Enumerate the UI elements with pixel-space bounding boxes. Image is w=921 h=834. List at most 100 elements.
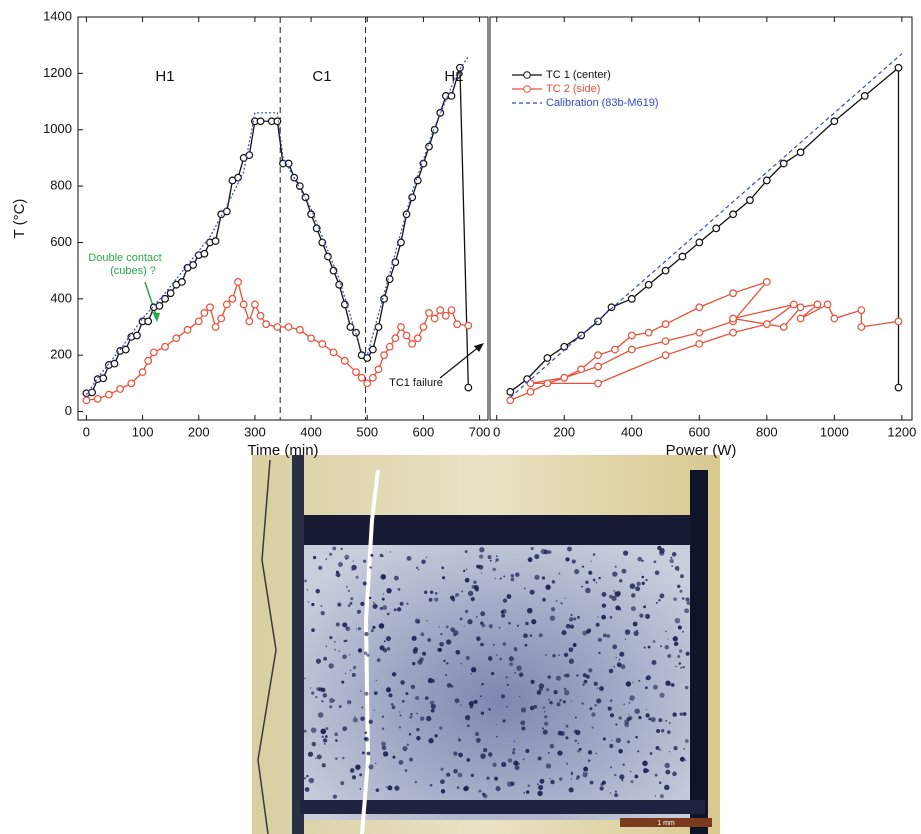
y-tick-label: 1400 xyxy=(43,8,72,23)
speckle-dot xyxy=(406,743,409,747)
speckle-dot xyxy=(669,558,674,564)
speckle-dot xyxy=(636,629,639,632)
speckle-dot xyxy=(366,653,370,657)
speckle-dot xyxy=(568,658,575,664)
speckle-dot xyxy=(393,608,397,612)
speckle-dot xyxy=(440,767,444,771)
speckle-dot xyxy=(311,628,315,633)
speckle-dot xyxy=(684,739,689,743)
speckle-dot xyxy=(464,577,470,583)
speckle-dot xyxy=(558,572,561,575)
speckle-dot xyxy=(392,755,396,759)
speckle-dot xyxy=(674,565,680,571)
speckle-dot xyxy=(410,713,413,716)
speckle-dot xyxy=(434,591,438,595)
data-point xyxy=(413,334,422,343)
speckle-dot xyxy=(417,659,423,665)
speckle-dot xyxy=(643,605,647,609)
speckle-dot xyxy=(595,622,600,627)
data-point xyxy=(453,320,462,329)
speckle-dot xyxy=(345,626,351,632)
speckle-dot xyxy=(406,602,409,605)
data-point xyxy=(695,238,704,247)
speckle-dot xyxy=(466,758,471,762)
y-axis-label: T (°C) xyxy=(11,199,28,239)
data-point xyxy=(88,388,96,397)
data-point xyxy=(813,300,822,309)
speckle-dot xyxy=(521,707,527,713)
speckle-dot xyxy=(369,566,372,569)
speckle-dot xyxy=(537,790,543,797)
data-point xyxy=(211,323,220,331)
speckle-dot xyxy=(539,778,545,784)
speckle-dot xyxy=(565,623,571,629)
scale-bar-label: 1 mm xyxy=(657,820,675,827)
speckle-dot xyxy=(513,760,519,766)
speckle-dot xyxy=(607,706,612,711)
data-point xyxy=(661,266,670,275)
speckle-dot xyxy=(311,602,315,607)
speckle-dot xyxy=(531,619,537,625)
speckle-dot xyxy=(381,727,385,730)
data-point xyxy=(506,387,515,396)
speckle-dot xyxy=(573,729,578,734)
x-tick-label: 600 xyxy=(688,424,710,439)
speckle-dot xyxy=(381,597,385,601)
speckle-dot xyxy=(582,772,588,778)
speckle-dot xyxy=(609,616,613,619)
speckle-dot xyxy=(364,736,370,742)
speckle-dot xyxy=(340,547,343,551)
data-point xyxy=(857,306,866,314)
data-point xyxy=(796,314,805,323)
data-point xyxy=(678,252,687,261)
speckle-dot xyxy=(536,783,539,786)
x-tick-label: 0 xyxy=(493,424,500,439)
speckle-dot xyxy=(344,672,347,674)
speckle-dot xyxy=(648,717,652,721)
speckle-dot xyxy=(351,564,357,571)
speckle-dot xyxy=(391,705,396,710)
speckle-dot xyxy=(588,570,593,575)
speckle-dot xyxy=(471,597,475,601)
data-point xyxy=(172,334,181,343)
data-point xyxy=(82,396,91,405)
speckle-dot xyxy=(446,682,452,688)
speckle-dot xyxy=(458,737,460,739)
speckle-dot xyxy=(341,680,345,684)
speckle-dot xyxy=(538,683,545,689)
data-point xyxy=(543,379,552,388)
speckle-dot xyxy=(596,698,602,704)
speckle-dot xyxy=(641,575,645,579)
speckle-dot xyxy=(636,581,641,587)
speckle-dot xyxy=(306,589,309,591)
speckle-dot xyxy=(457,772,463,778)
speckle-dot xyxy=(496,724,498,726)
data-point xyxy=(594,317,602,326)
speckle-dot xyxy=(321,700,324,703)
speckle-dot xyxy=(597,616,599,618)
data-point xyxy=(577,365,586,374)
speckle-dot xyxy=(372,603,378,609)
speckle-dot xyxy=(523,633,528,639)
data-point xyxy=(441,311,450,320)
speckle-dot xyxy=(668,721,671,724)
speckle-dot xyxy=(628,701,631,704)
speckle-dot xyxy=(668,750,671,753)
speckle-dot xyxy=(646,769,650,772)
speckle-dot xyxy=(502,719,506,723)
speckle-dot xyxy=(509,662,513,666)
speckle-dot xyxy=(381,715,384,718)
speckle-dot xyxy=(613,590,615,592)
speckle-dot xyxy=(323,656,327,661)
speckle-dot xyxy=(492,643,495,646)
speckle-dot xyxy=(673,641,679,647)
speckle-dot xyxy=(373,709,375,711)
speckle-dot xyxy=(386,612,390,616)
speckle-dot xyxy=(416,712,418,715)
y-tick-label: 400 xyxy=(50,290,72,305)
speckle-dot xyxy=(495,555,498,558)
speckle-dot xyxy=(549,615,556,621)
speckle-dot xyxy=(381,741,386,747)
speckle-dot xyxy=(514,572,520,577)
speckle-dot xyxy=(545,763,552,769)
